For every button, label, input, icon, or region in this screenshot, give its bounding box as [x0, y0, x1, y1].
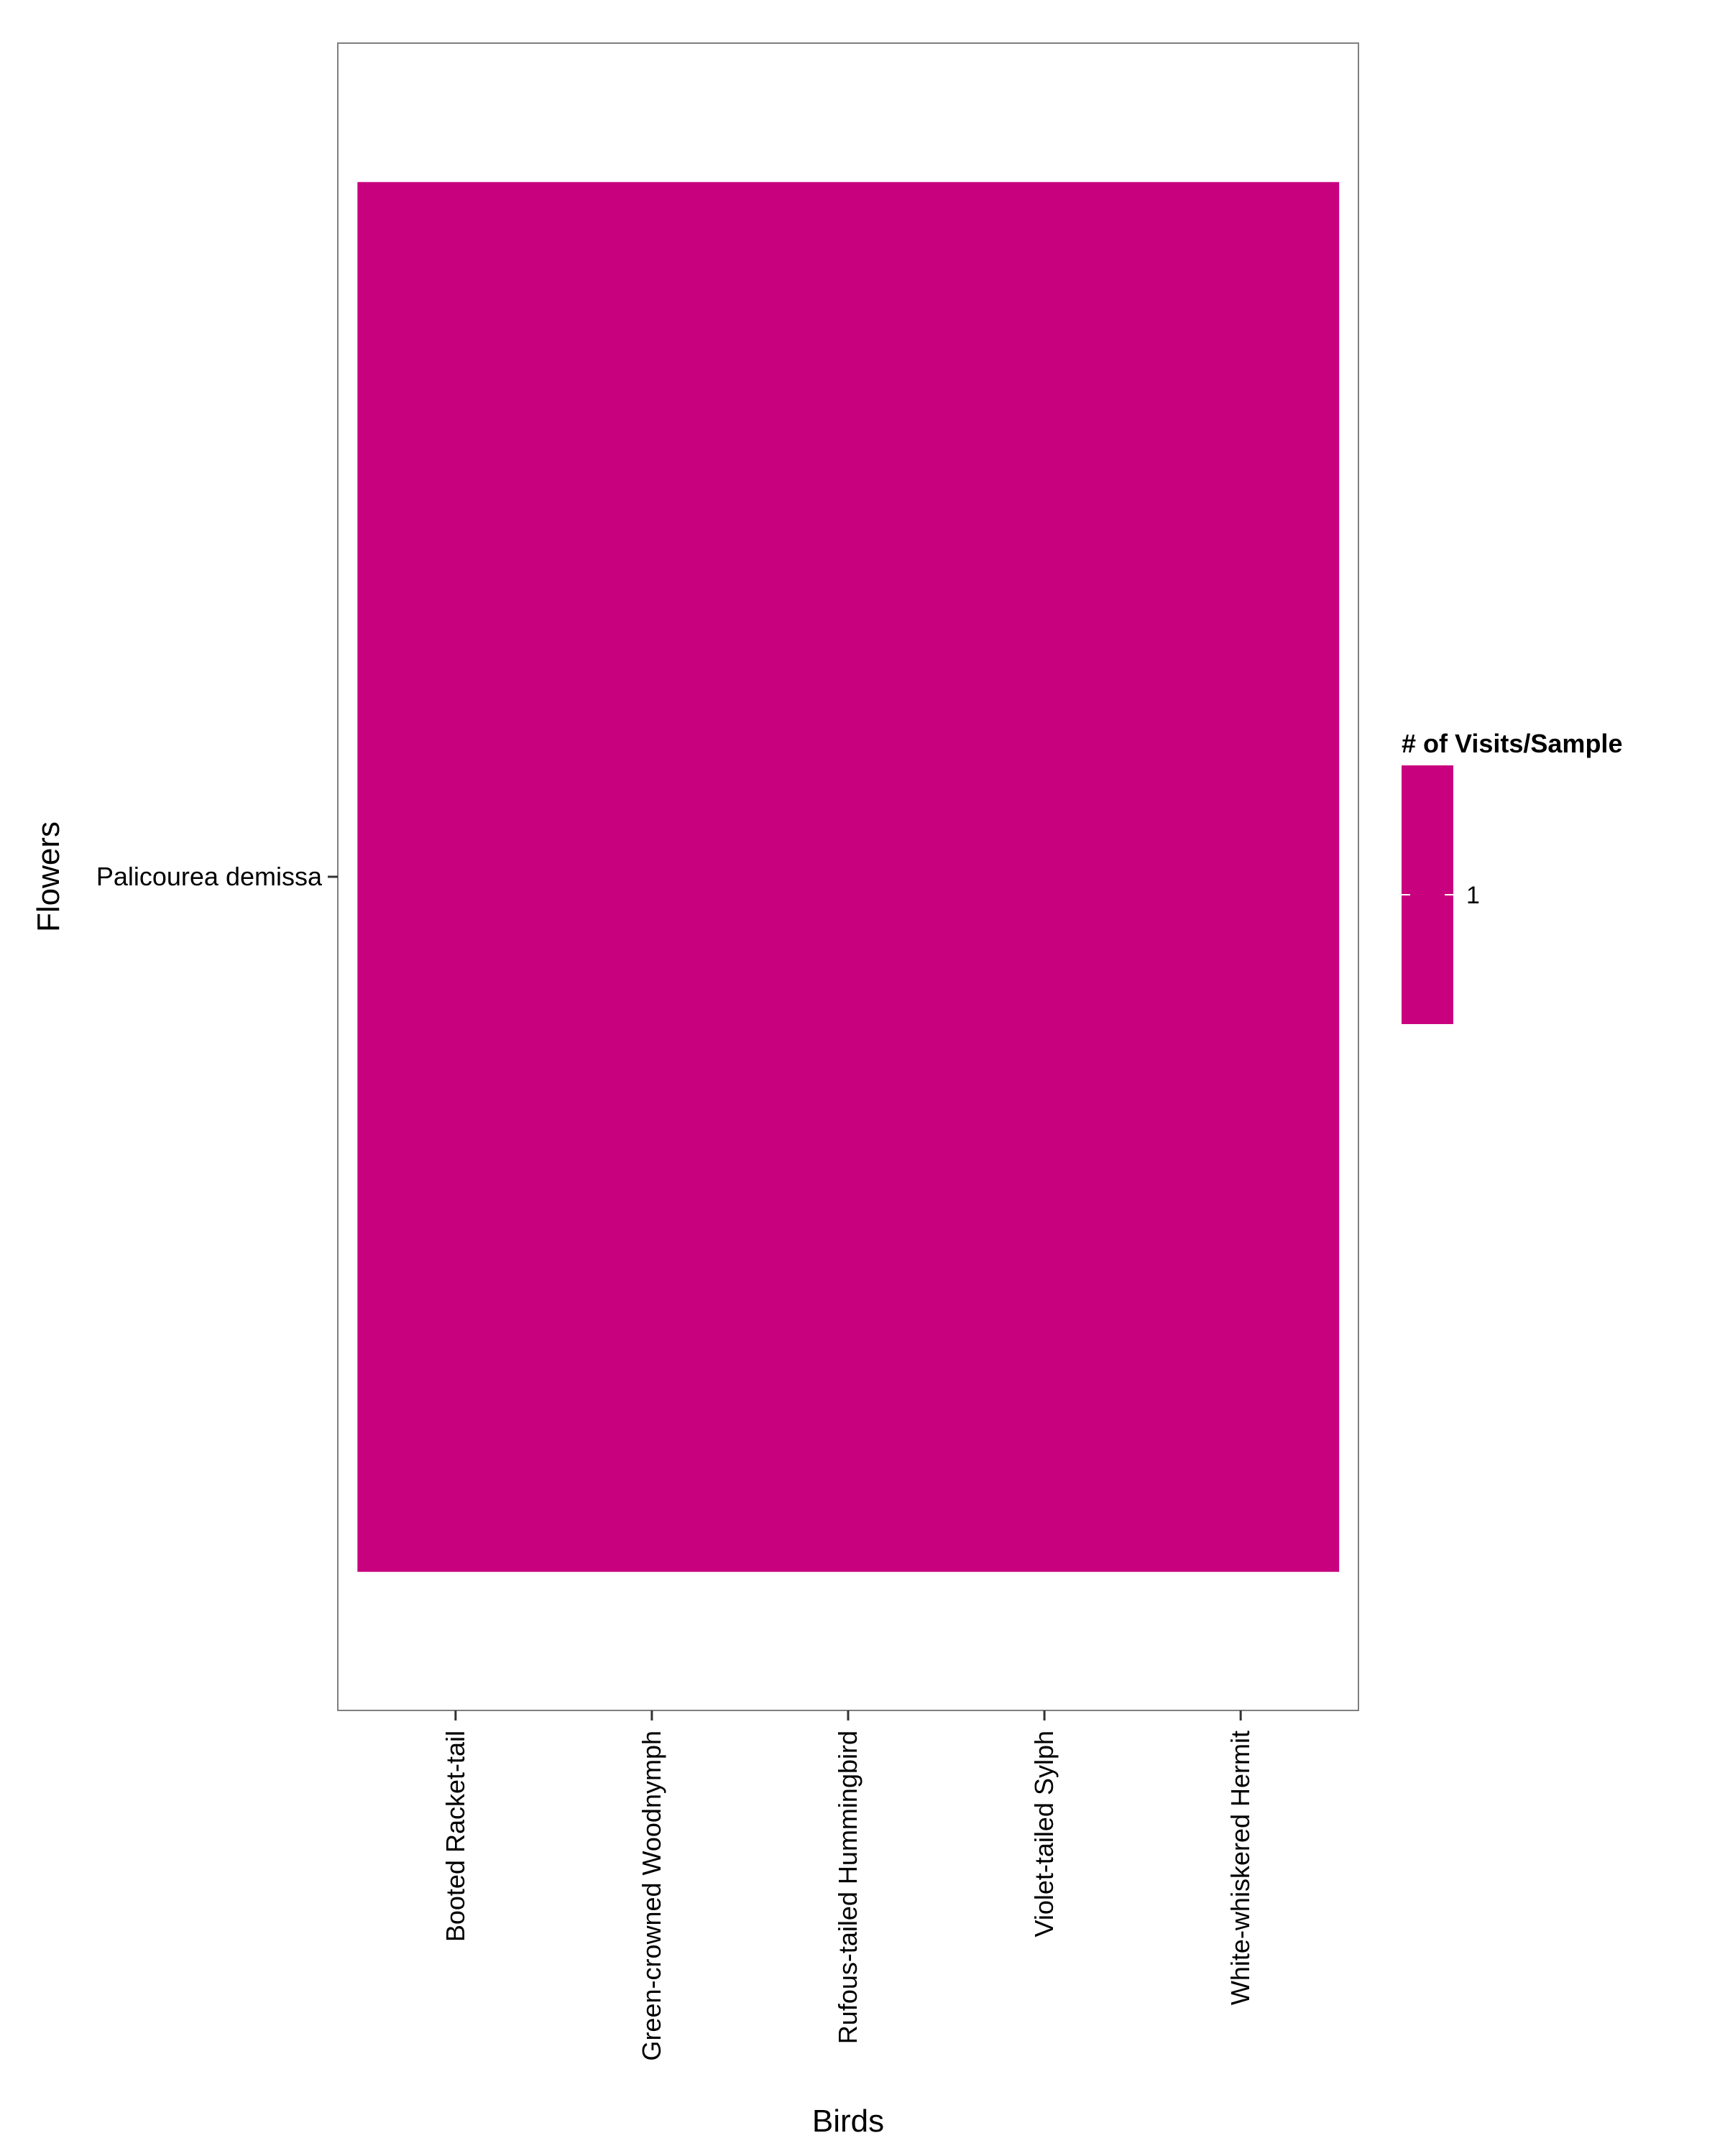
x-tick-label: Rufous-tailed Hummingbird — [833, 1731, 862, 2044]
y-axis: Palicourea demissa — [96, 862, 338, 891]
heatmap-cell — [357, 182, 554, 1572]
x-tick-label: White-whiskered Hermit — [1225, 1731, 1255, 2005]
x-tick-label: Green-crowned Woodnymph — [637, 1731, 666, 2061]
x-tick-label: Violet-tailed Sylph — [1029, 1731, 1059, 1938]
y-axis-title: Flowers — [31, 821, 66, 932]
heatmap-cell — [750, 182, 947, 1572]
heatmap-cell — [553, 182, 750, 1572]
heatmap-cells — [357, 182, 1340, 1572]
x-tick-label: Booted Racket-tail — [441, 1731, 470, 1942]
legend: # of Visits/Sample 1 — [1402, 729, 1622, 1024]
legend-title: # of Visits/Sample — [1402, 729, 1622, 758]
y-tick-label: Palicourea demissa — [96, 862, 323, 891]
x-axis: Booted Racket-tail Green-crowned Woodnymp… — [441, 1710, 1255, 2061]
heatmap-cell — [946, 182, 1144, 1572]
heatmap-cell — [1142, 182, 1340, 1572]
x-axis-title: Birds — [812, 2104, 884, 2139]
legend-label: 1 — [1466, 882, 1480, 909]
